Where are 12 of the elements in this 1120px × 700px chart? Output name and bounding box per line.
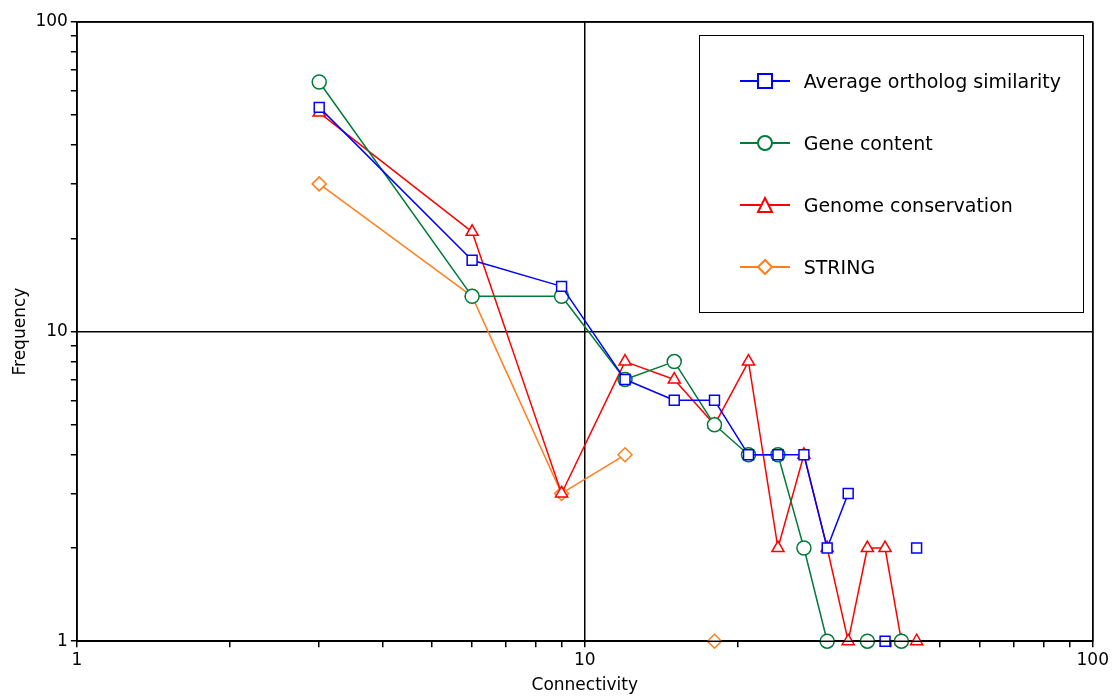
legend-label: Gene content	[803, 132, 933, 154]
y-tick-label: 100	[35, 10, 68, 31]
legend-label: STRING	[803, 256, 876, 278]
y-axis-title: Frequency	[8, 287, 29, 376]
x-tick-label: 1	[71, 648, 83, 669]
x-axis-title: Connectivity	[531, 674, 639, 695]
legend-label: Average ortholog similarity	[803, 70, 1061, 92]
legend-label: Genome conservation	[803, 194, 1013, 216]
x-tick-label: 10	[573, 648, 596, 669]
y-tick-label: 1	[57, 629, 68, 650]
y-tick-label: 10	[46, 320, 68, 341]
x-tick-label: 100	[1076, 648, 1109, 669]
